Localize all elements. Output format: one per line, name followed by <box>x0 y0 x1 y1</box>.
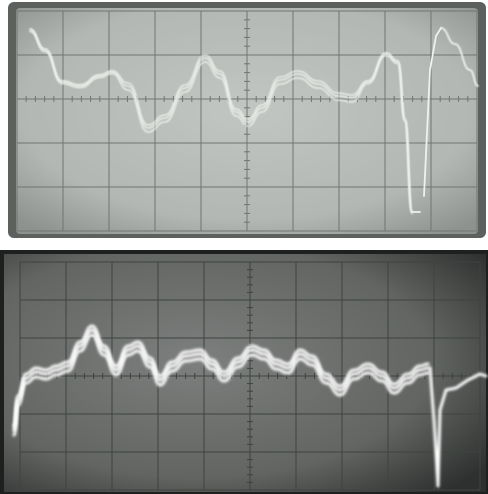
oscilloscope-screen-top <box>0 0 488 240</box>
trace-bottom-sweep <box>12 324 430 428</box>
oscilloscope-trace-bottom-svg <box>0 250 488 494</box>
trace-top-sweep <box>29 30 413 215</box>
graticule-top <box>16 10 478 232</box>
waveform-bottom <box>12 324 488 488</box>
trace-bottom-dip <box>428 366 488 488</box>
graticule-bottom <box>19 261 481 491</box>
trace-top-tail <box>440 27 479 87</box>
trace-bottom-sweep <box>12 328 430 432</box>
oscilloscope-trace-top-svg <box>0 0 488 240</box>
trace-top-sweep <box>29 28 413 212</box>
trace-top-spike <box>411 27 442 213</box>
oscilloscope-screen-bottom <box>0 250 488 494</box>
waveform-top <box>29 27 479 215</box>
trace-bottom-sweep <box>12 333 430 437</box>
